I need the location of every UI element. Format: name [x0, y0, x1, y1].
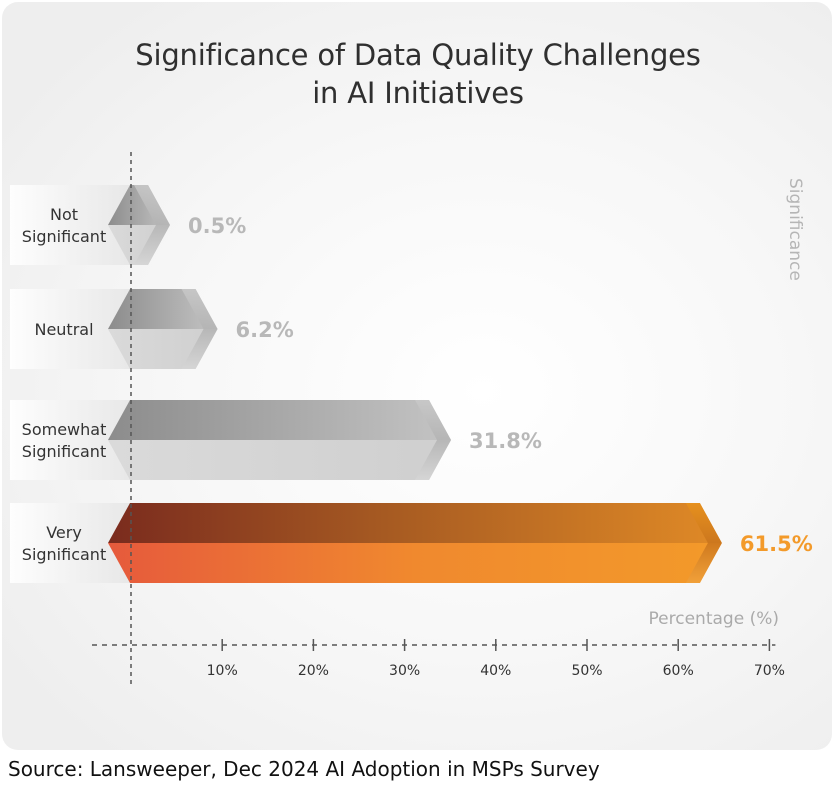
bar-row: Neutral 6.2%	[10, 289, 294, 369]
category-label: Significant	[22, 227, 106, 246]
x-tick-label: 10%	[207, 663, 238, 679]
value-label: 0.5%	[188, 214, 246, 238]
bar-top-face	[108, 400, 452, 440]
x-tick-label: 40%	[480, 663, 511, 679]
value-label: 31.8%	[469, 429, 542, 453]
bar-row: Not Significant 0.5%	[10, 185, 246, 265]
category-label: Significant	[22, 442, 106, 461]
chart-title-line-1: Significance of Data Quality Challenges	[135, 38, 701, 72]
bar-top-face	[108, 503, 722, 543]
x-axis: 10% 20% 30% 40% 50% 60% 70% Percentage (%) Signi…	[92, 152, 805, 685]
x-tick-label: 60%	[663, 663, 694, 679]
bar-end-cap	[134, 185, 170, 265]
bar-chart: Not Significant 0.5% Neutral 6.2% Somewhat Sig…	[10, 152, 813, 685]
bar-bottom-face	[108, 543, 722, 583]
category-label: Significant	[22, 545, 106, 564]
chart-title: Significance of Data Quality Challenges …	[0, 36, 836, 112]
bar-end-cap	[685, 503, 722, 583]
category-label: Neutral	[34, 320, 93, 339]
category-label: Very	[46, 523, 82, 542]
bar-end-cap	[181, 289, 218, 369]
bar-row: Very Significant 61.5%	[10, 503, 813, 583]
x-tick-label: 50%	[571, 663, 602, 679]
x-tick-label: 30%	[389, 663, 420, 679]
category-label: Not	[50, 205, 78, 224]
chart-title-line-2: in AI Initiatives	[312, 76, 524, 110]
x-tick-label: 20%	[298, 663, 329, 679]
bar-row: Somewhat Significant 31.8%	[10, 400, 542, 480]
bar-bottom-face	[108, 440, 452, 480]
x-axis-title: Percentage (%)	[649, 609, 779, 629]
chart-card	[2, 2, 832, 750]
x-tick-label: 70%	[754, 663, 785, 679]
value-label: 6.2%	[236, 318, 294, 342]
bars-layer: Not Significant 0.5% Neutral 6.2% Somewhat Sig…	[10, 185, 813, 583]
value-label: 61.5%	[740, 532, 813, 556]
bar-end-cap	[415, 400, 452, 480]
source-note: Source: Lansweeper, Dec 2024 AI Adoption…	[8, 757, 600, 781]
category-label: Somewhat	[22, 420, 107, 439]
y-axis-title: Significance	[785, 178, 805, 281]
